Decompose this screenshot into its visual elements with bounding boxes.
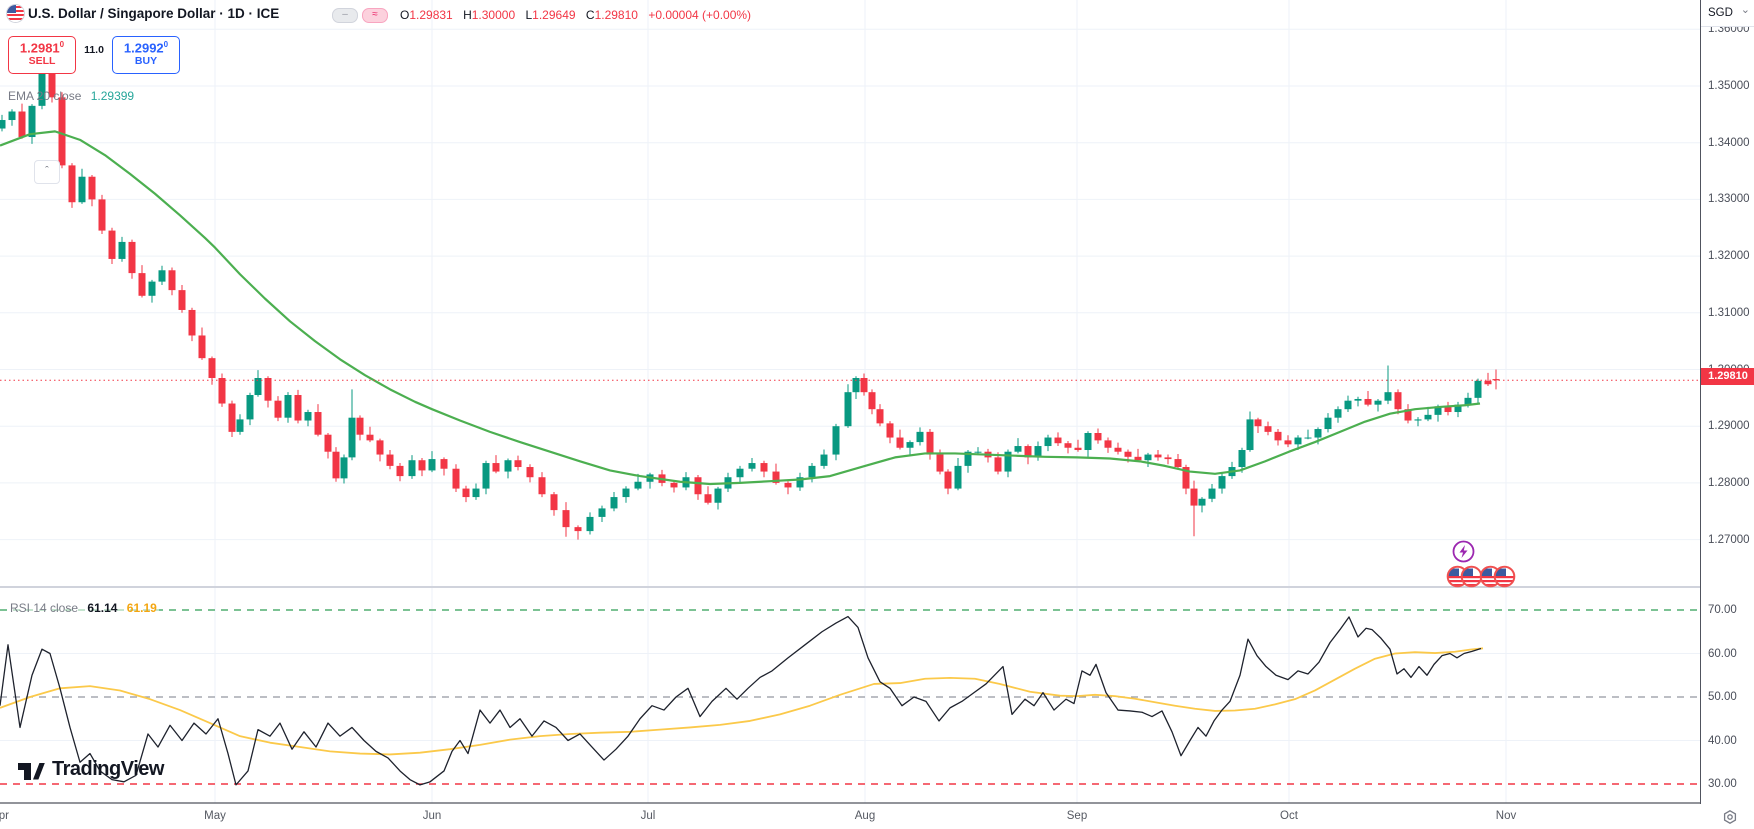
tradingview-mark-icon [18, 759, 45, 780]
buy-price-sup: 0 [163, 40, 169, 49]
month-tick[interactable]: Sep [1066, 810, 1088, 822]
ema-legend[interactable]: EMA 20 close 1.29399 [8, 89, 134, 103]
rsi-tick: 70.00 [1708, 604, 1737, 616]
ohlc-values: O1.29831 H1.30000 L1.29649 C1.29810 +0.0… [400, 8, 751, 22]
price-tick: 1.34000 [1708, 136, 1750, 149]
rsi-tick: 40.00 [1708, 734, 1737, 747]
chart-canvas[interactable] [0, 0, 1700, 829]
month-tick[interactable]: Aug [854, 810, 876, 822]
rsi-legend-ma-value: 61.19 [126, 601, 157, 615]
buy-button[interactable]: 1.29920 BUY [112, 36, 180, 74]
change-value: +0.00004 (+0.00%) [648, 8, 752, 22]
ema-legend-value: 1.29399 [90, 89, 135, 103]
month-tick[interactable]: Apr [0, 810, 9, 822]
tradingview-logo[interactable]: TradingView [18, 757, 164, 781]
ema-legend-name: EMA 20 close [8, 89, 82, 103]
gear-icon[interactable] [1722, 809, 1738, 825]
price-tick: 1.31000 [1708, 306, 1750, 319]
rsi-legend-value: 61.14 [87, 601, 118, 615]
symbol-title[interactable]: U.S. Dollar / Singapore Dollar · 1D · IC… [28, 6, 280, 21]
chevron-up-icon[interactable]: ˆ [34, 160, 60, 184]
rsi-tick: 60.00 [1708, 647, 1737, 660]
price-axis[interactable]: SGD ⌄ 1.36000 1.35000 1.34000 1.33000 1.3200… [1700, 0, 1754, 829]
open-value: 1.29831 [409, 8, 453, 22]
collapse-ohlc-pill-icon[interactable]: – [332, 8, 358, 23]
close-label: C [585, 8, 595, 22]
buy-price: 1.2992 [123, 40, 164, 56]
rsi-legend[interactable]: RSI 14 close 61.14 61.19 [8, 601, 159, 615]
month-tick[interactable]: Jul [640, 810, 656, 822]
rsi-legend-name: RSI 14 close [10, 601, 79, 615]
sell-button[interactable]: 1.29810 SELL [8, 36, 76, 74]
buy-label: BUY [134, 55, 158, 68]
month-tick[interactable]: Jun [422, 810, 442, 822]
open-label: O [400, 8, 410, 22]
price-tick: 1.32000 [1708, 250, 1750, 263]
price-tick: 1.27000 [1708, 533, 1750, 546]
close-value: 1.29810 [594, 8, 638, 22]
month-tick[interactable]: Oct [1280, 810, 1298, 822]
rsi-tick: 50.00 [1708, 691, 1737, 703]
price-tick: 1.33000 [1708, 193, 1750, 206]
high-value: 1.30000 [471, 8, 516, 22]
spread-value: 11.0 [84, 44, 104, 56]
chart-header: U.S. Dollar / Singapore Dollar · 1D · IC… [0, 0, 1700, 30]
sell-label: SELL [28, 55, 56, 68]
price-tick: 1.29000 [1708, 420, 1750, 433]
chevron-down-icon: ⌄ [1740, 4, 1750, 16]
high-label: H [463, 8, 472, 22]
low-value: 1.29649 [532, 8, 576, 22]
month-tick[interactable]: May [204, 810, 226, 822]
last-price-tag: 1.29810 [1701, 368, 1754, 385]
sell-price-sup: 0 [59, 40, 65, 49]
currency-selector[interactable]: SGD ⌄ [1701, 0, 1754, 27]
price-tick: 1.35000 [1708, 80, 1750, 92]
price-tick: 1.28000 [1708, 476, 1750, 489]
approx-price-pill-icon[interactable]: ≈ [362, 8, 388, 23]
currency-value: SGD [1708, 7, 1733, 19]
month-tick[interactable]: Nov [1495, 810, 1517, 822]
sell-price: 1.2981 [19, 40, 60, 56]
time-axis[interactable]: Apr May Jun Jul Aug Sep Oct Nov [0, 804, 1754, 829]
low-label: L [525, 8, 533, 22]
rsi-tick: 30.00 [1708, 778, 1737, 790]
us-flag-icon [7, 5, 24, 22]
tradingview-logo-text: TradingView [52, 757, 164, 780]
